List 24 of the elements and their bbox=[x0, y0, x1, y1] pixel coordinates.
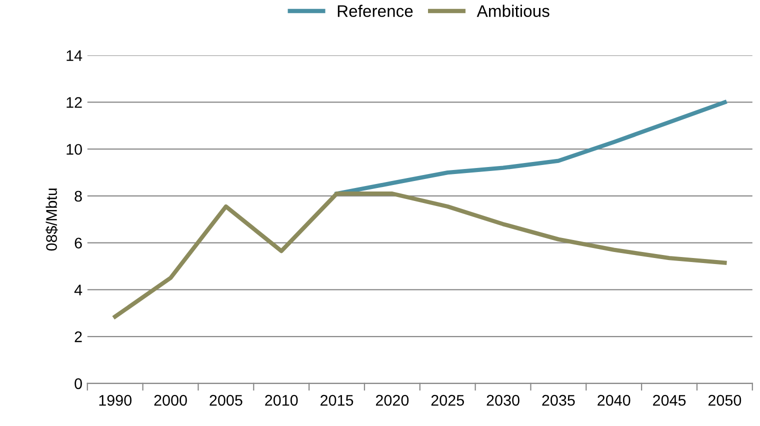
x-tick-label: 2005 bbox=[210, 394, 242, 406]
x-tick-label: 2000 bbox=[154, 394, 187, 406]
y-tick-label: 4 bbox=[74, 284, 82, 296]
y-tick-label: 10 bbox=[66, 144, 82, 155]
y-tick-label: 12 bbox=[66, 97, 82, 108]
x-tick-label: 2050 bbox=[708, 394, 742, 406]
x-tick-label: 2015 bbox=[320, 394, 354, 406]
y-tick-label: 8 bbox=[74, 190, 82, 202]
x-tick-label: 2045 bbox=[653, 394, 686, 406]
x-tick-label: 2040 bbox=[598, 394, 630, 406]
y-tick-label: 0 bbox=[74, 378, 82, 390]
x-tick-label: 2025 bbox=[431, 394, 464, 406]
y-tick-label: 14 bbox=[66, 50, 82, 61]
x-tick-label: 2030 bbox=[486, 394, 520, 406]
line-series bbox=[113, 192, 727, 319]
x-tick-label: 2010 bbox=[265, 394, 298, 406]
legend-label: Reference bbox=[338, 4, 413, 18]
x-tick-label: 2035 bbox=[542, 394, 575, 406]
legend-label: Ambitious bbox=[476, 4, 550, 18]
y-tick-label: 6 bbox=[74, 238, 82, 249]
x-tick-label: 1990 bbox=[99, 394, 132, 406]
x-tick-label: 2020 bbox=[376, 394, 409, 406]
y-axis-title: 08$/Mbtu bbox=[46, 188, 58, 251]
y-tick-label: 2 bbox=[74, 331, 82, 342]
